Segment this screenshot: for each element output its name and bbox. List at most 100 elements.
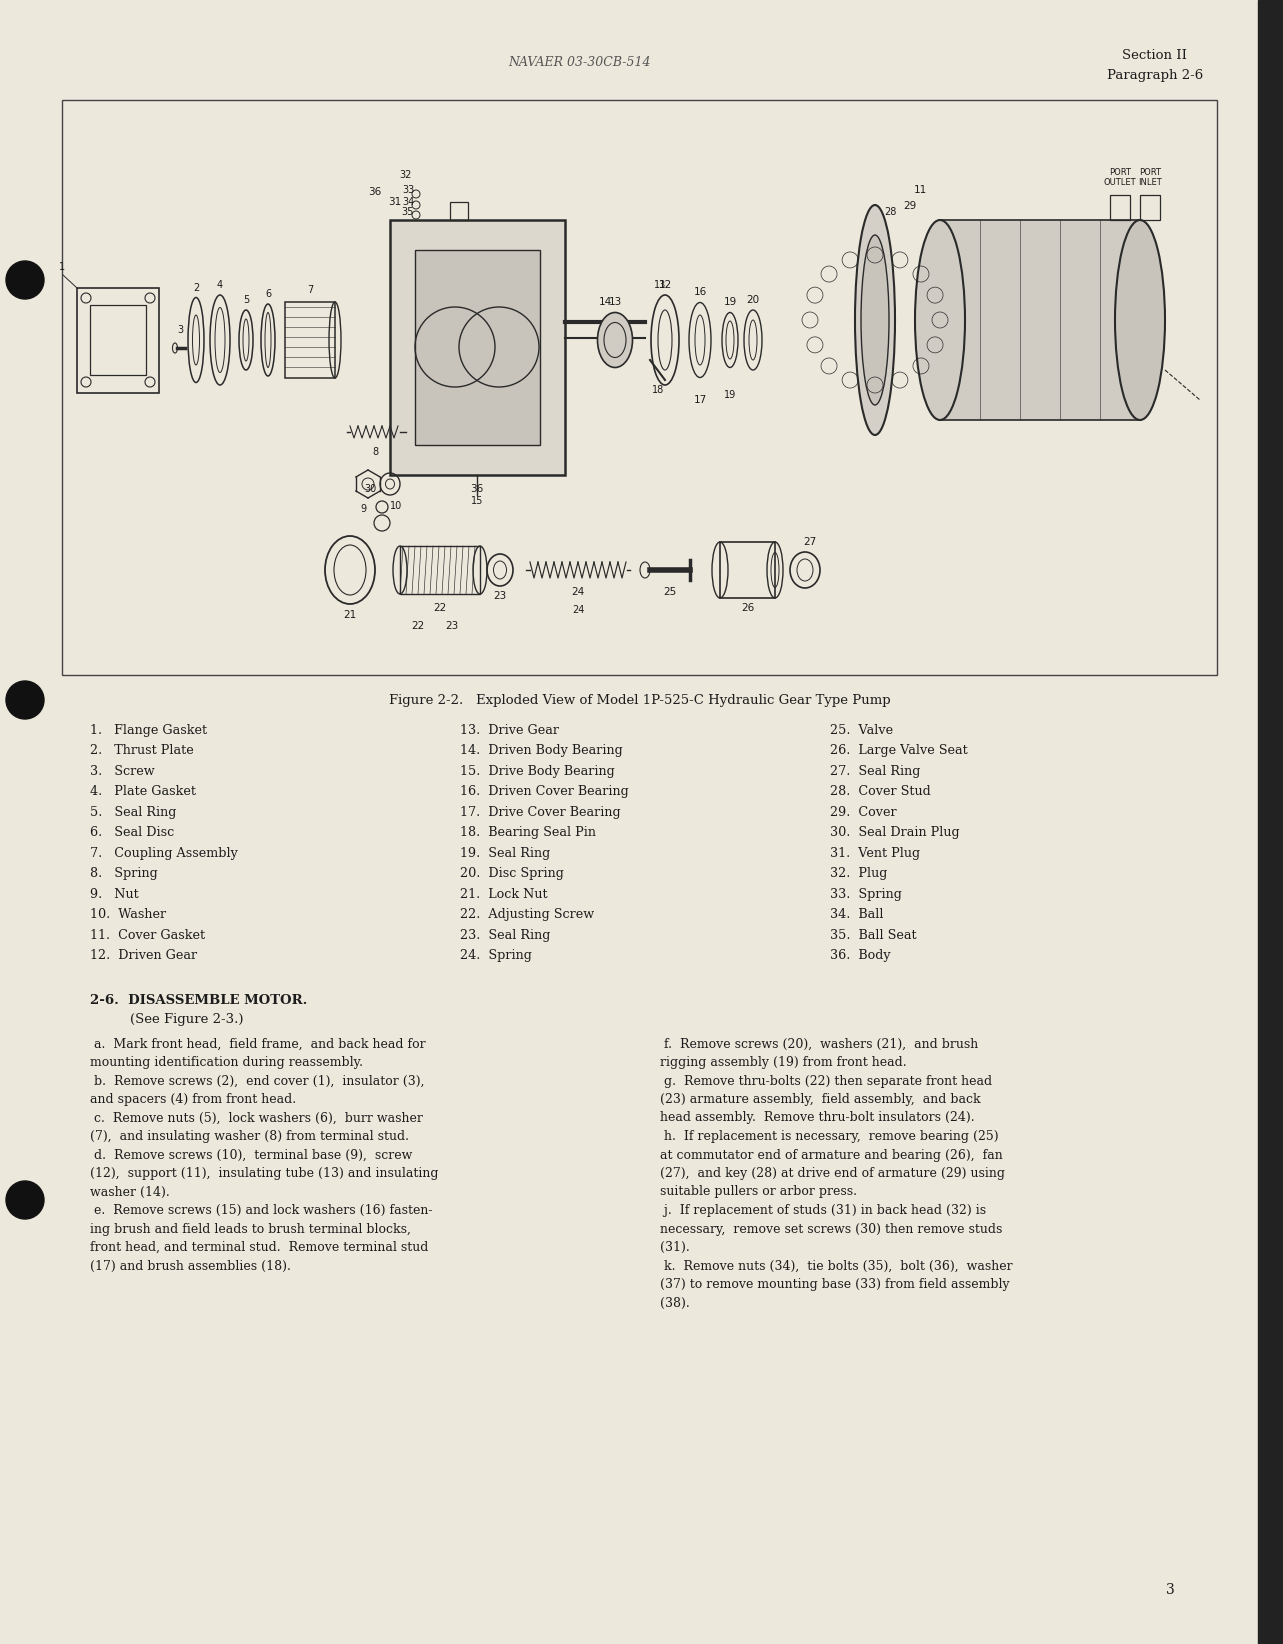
Text: OUTLET: OUTLET xyxy=(1103,178,1137,186)
Text: 8: 8 xyxy=(372,447,378,457)
Text: 26: 26 xyxy=(742,603,754,613)
Text: 24.  Spring: 24. Spring xyxy=(461,949,532,962)
Text: and spacers (4) from front head.: and spacers (4) from front head. xyxy=(90,1093,296,1106)
Text: 12.  Driven Gear: 12. Driven Gear xyxy=(90,949,198,962)
Text: 24: 24 xyxy=(572,605,584,615)
Text: 6.   Seal Disc: 6. Seal Disc xyxy=(90,825,174,838)
Text: Figure 2-2.   Exploded View of Model 1P-525-C Hydraulic Gear Type Pump: Figure 2-2. Exploded View of Model 1P-52… xyxy=(389,694,890,707)
Text: 4: 4 xyxy=(217,279,223,289)
Text: b.  Remove screws (2),  end cover (1),  insulator (3),: b. Remove screws (2), end cover (1), ins… xyxy=(90,1075,425,1087)
Text: 4.   Plate Gasket: 4. Plate Gasket xyxy=(90,784,196,797)
Bar xyxy=(90,306,146,375)
Text: 10.  Washer: 10. Washer xyxy=(90,907,166,921)
Bar xyxy=(400,546,480,593)
Text: 34: 34 xyxy=(402,197,414,207)
Text: PORT: PORT xyxy=(1109,168,1132,176)
Text: 34.  Ball: 34. Ball xyxy=(830,907,884,921)
Text: suitable pullers or arbor press.: suitable pullers or arbor press. xyxy=(659,1185,857,1198)
Text: 7: 7 xyxy=(307,284,313,294)
Text: (12),  support (11),  insulating tube (13) and insulating: (12), support (11), insulating tube (13)… xyxy=(90,1167,439,1180)
Text: 25.  Valve: 25. Valve xyxy=(830,723,893,737)
Text: 11.  Cover Gasket: 11. Cover Gasket xyxy=(90,929,205,942)
Text: 23: 23 xyxy=(494,590,507,602)
Text: 33.  Spring: 33. Spring xyxy=(830,888,902,901)
Text: f.  Remove screws (20),  washers (21),  and brush: f. Remove screws (20), washers (21), and… xyxy=(659,1037,978,1051)
Text: rigging assembly (19) from front head.: rigging assembly (19) from front head. xyxy=(659,1055,907,1069)
Text: 23: 23 xyxy=(445,621,458,631)
Text: 19: 19 xyxy=(724,298,736,307)
Bar xyxy=(1141,196,1160,220)
Bar xyxy=(720,543,775,598)
Bar xyxy=(450,202,468,220)
Text: 27: 27 xyxy=(803,538,816,547)
Text: (38).: (38). xyxy=(659,1297,690,1310)
Text: 24: 24 xyxy=(571,587,585,597)
Text: 26.  Large Valve Seat: 26. Large Valve Seat xyxy=(830,745,967,756)
Bar xyxy=(77,288,159,393)
Text: 13: 13 xyxy=(654,279,666,289)
Text: k.  Remove nuts (34),  tie bolts (35),  bolt (36),  washer: k. Remove nuts (34), tie bolts (35), bol… xyxy=(659,1259,1012,1272)
Text: 8.   Spring: 8. Spring xyxy=(90,866,158,880)
Text: 1: 1 xyxy=(59,261,65,271)
Text: 22: 22 xyxy=(412,621,425,631)
Text: 31: 31 xyxy=(389,197,402,207)
Text: 13.  Drive Gear: 13. Drive Gear xyxy=(461,723,559,737)
Text: 25: 25 xyxy=(663,587,676,597)
Text: 3: 3 xyxy=(177,326,183,335)
Text: (23) armature assembly,  field assembly,  and back: (23) armature assembly, field assembly, … xyxy=(659,1093,980,1106)
Text: 18: 18 xyxy=(652,385,665,395)
Text: 32.  Plug: 32. Plug xyxy=(830,866,888,880)
Ellipse shape xyxy=(861,235,889,404)
Circle shape xyxy=(6,681,44,718)
Text: 11: 11 xyxy=(913,186,926,196)
Text: 21: 21 xyxy=(344,610,357,620)
Text: washer (14).: washer (14). xyxy=(90,1185,169,1198)
Text: (7),  and insulating washer (8) from terminal stud.: (7), and insulating washer (8) from term… xyxy=(90,1129,409,1143)
Text: 22.  Adjusting Screw: 22. Adjusting Screw xyxy=(461,907,594,921)
Text: 14.  Driven Body Bearing: 14. Driven Body Bearing xyxy=(461,745,622,756)
Text: 22: 22 xyxy=(434,603,446,613)
Text: 36: 36 xyxy=(471,483,484,493)
Text: 9.   Nut: 9. Nut xyxy=(90,888,139,901)
Text: 12: 12 xyxy=(658,279,671,289)
Text: 23.  Seal Ring: 23. Seal Ring xyxy=(461,929,550,942)
Text: 32: 32 xyxy=(399,169,411,179)
Ellipse shape xyxy=(598,312,633,368)
Text: 17.  Drive Cover Bearing: 17. Drive Cover Bearing xyxy=(461,806,621,819)
Text: 27.  Seal Ring: 27. Seal Ring xyxy=(830,764,920,778)
Ellipse shape xyxy=(915,220,965,419)
Text: (37) to remove mounting base (33) from field assembly: (37) to remove mounting base (33) from f… xyxy=(659,1277,1010,1291)
Text: 33: 33 xyxy=(402,186,414,196)
Text: c.  Remove nuts (5),  lock washers (6),  burr washer: c. Remove nuts (5), lock washers (6), bu… xyxy=(90,1111,423,1124)
Text: 3: 3 xyxy=(1166,1583,1174,1596)
Bar xyxy=(1259,0,1283,1644)
Bar xyxy=(390,220,565,475)
Text: h.  If replacement is necessary,  remove bearing (25): h. If replacement is necessary, remove b… xyxy=(659,1129,998,1143)
Text: 35.  Ball Seat: 35. Ball Seat xyxy=(830,929,916,942)
Text: 13: 13 xyxy=(608,298,622,307)
Text: 16.  Driven Cover Bearing: 16. Driven Cover Bearing xyxy=(461,784,629,797)
Bar xyxy=(1110,196,1130,220)
Text: 15.  Drive Body Bearing: 15. Drive Body Bearing xyxy=(461,764,615,778)
Text: INLET: INLET xyxy=(1138,178,1162,186)
Bar xyxy=(940,220,1141,419)
Circle shape xyxy=(6,261,44,299)
Text: 2: 2 xyxy=(192,283,199,293)
Text: 36.  Body: 36. Body xyxy=(830,949,890,962)
Text: necessary,  remove set screws (30) then remove studs: necessary, remove set screws (30) then r… xyxy=(659,1223,1002,1236)
Text: NAVAER 03-30CB-514: NAVAER 03-30CB-514 xyxy=(509,56,652,69)
Text: g.  Remove thru-bolts (22) then separate front head: g. Remove thru-bolts (22) then separate … xyxy=(659,1075,992,1087)
Circle shape xyxy=(6,1180,44,1218)
Text: 1.   Flange Gasket: 1. Flange Gasket xyxy=(90,723,207,737)
Text: 29: 29 xyxy=(903,201,916,210)
Bar xyxy=(62,100,1218,676)
Text: (31).: (31). xyxy=(659,1241,690,1254)
Text: front head, and terminal stud.  Remove terminal stud: front head, and terminal stud. Remove te… xyxy=(90,1241,429,1254)
Text: (See Figure 2-3.): (See Figure 2-3.) xyxy=(130,1013,244,1026)
Text: 36: 36 xyxy=(368,187,381,197)
Text: 30: 30 xyxy=(364,483,376,493)
Text: 5: 5 xyxy=(242,294,249,306)
Text: 28.  Cover Stud: 28. Cover Stud xyxy=(830,784,930,797)
Text: 19: 19 xyxy=(724,390,736,399)
Text: 29.  Cover: 29. Cover xyxy=(830,806,897,819)
